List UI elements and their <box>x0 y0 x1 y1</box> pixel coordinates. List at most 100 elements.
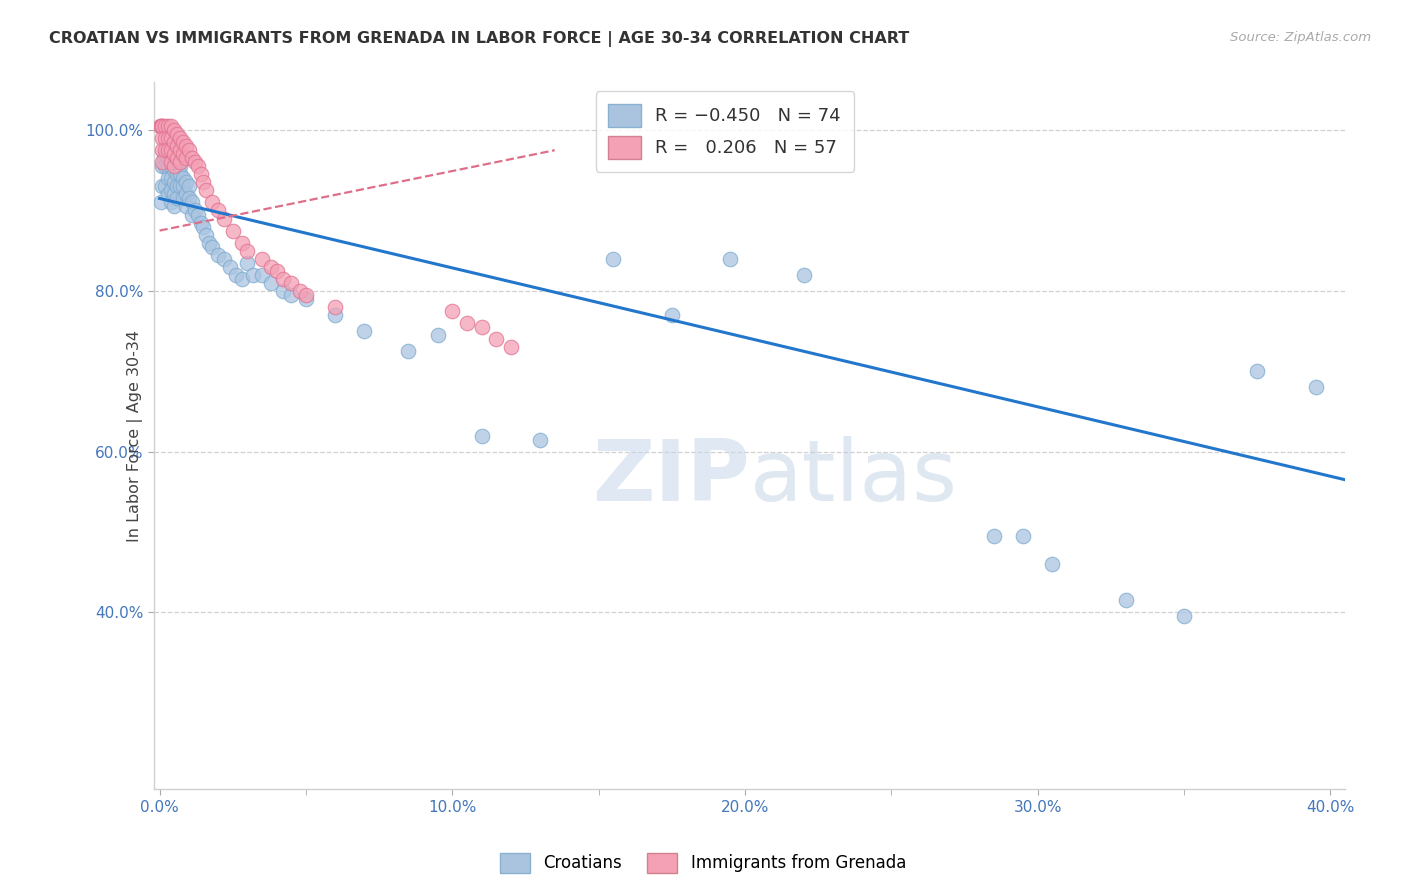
Point <box>190 167 212 181</box>
Point <box>166 139 188 153</box>
Point <box>1012 529 1035 543</box>
Point <box>1040 557 1063 571</box>
Point <box>353 324 375 338</box>
Point <box>160 171 183 186</box>
Point <box>177 179 200 194</box>
Point <box>218 260 240 274</box>
Point <box>169 143 191 157</box>
Point <box>602 252 624 266</box>
Point <box>157 151 180 165</box>
Point <box>470 320 492 334</box>
Point <box>174 151 197 165</box>
Point <box>456 316 478 330</box>
Point <box>207 248 229 262</box>
Point <box>149 119 172 133</box>
Point <box>661 308 683 322</box>
Point <box>166 151 188 165</box>
Point <box>169 131 191 145</box>
Point <box>150 195 173 210</box>
Point <box>160 119 183 133</box>
Point <box>160 147 183 161</box>
Point <box>169 179 191 194</box>
Point <box>1115 593 1137 607</box>
Point <box>153 151 176 165</box>
Point <box>396 344 419 359</box>
Point <box>201 240 224 254</box>
Point <box>160 159 183 173</box>
Point <box>195 183 218 197</box>
Point <box>172 147 194 161</box>
Point <box>177 143 200 157</box>
Point <box>160 143 183 157</box>
Point <box>152 119 174 133</box>
Point <box>155 131 177 145</box>
Point <box>157 119 180 133</box>
Point <box>152 119 174 133</box>
Point <box>236 256 259 270</box>
Point <box>242 268 264 282</box>
Point <box>174 139 197 153</box>
Point <box>288 284 311 298</box>
Point <box>166 127 188 141</box>
Point <box>470 428 492 442</box>
Point <box>271 272 294 286</box>
Point <box>180 207 202 221</box>
Point <box>172 179 194 194</box>
Text: atlas: atlas <box>749 436 957 519</box>
Point <box>166 191 188 205</box>
Point <box>183 203 205 218</box>
Point <box>793 268 815 282</box>
Point <box>250 252 273 266</box>
Point <box>187 207 209 221</box>
Point <box>231 272 253 286</box>
Point <box>166 179 188 194</box>
Point <box>163 135 186 149</box>
Point <box>323 308 346 322</box>
Point <box>295 288 318 302</box>
Point <box>266 264 288 278</box>
Point <box>441 304 464 318</box>
Point <box>169 167 191 181</box>
Point <box>174 199 197 213</box>
Point <box>166 167 188 181</box>
Point <box>163 123 186 137</box>
Point <box>212 211 235 226</box>
Point <box>160 131 183 145</box>
Point <box>485 332 508 346</box>
Point <box>222 223 245 237</box>
Point <box>499 340 522 354</box>
Point <box>169 155 191 169</box>
Point <box>160 195 183 210</box>
Point <box>163 163 186 178</box>
Legend: Croatians, Immigrants from Grenada: Croatians, Immigrants from Grenada <box>494 847 912 880</box>
Point <box>195 227 218 242</box>
Point <box>174 187 197 202</box>
Text: ZIP: ZIP <box>592 436 749 519</box>
Point <box>426 328 449 343</box>
Point <box>152 179 174 194</box>
Point <box>1173 609 1195 624</box>
Point <box>155 143 177 157</box>
Point <box>183 155 205 169</box>
Point <box>271 284 294 298</box>
Point <box>231 235 253 250</box>
Point <box>212 252 235 266</box>
Point <box>236 244 259 258</box>
Point <box>190 215 212 229</box>
Point <box>155 159 177 173</box>
Point <box>155 119 177 133</box>
Point <box>157 171 180 186</box>
Point <box>163 175 186 189</box>
Point <box>172 191 194 205</box>
Point <box>983 529 1005 543</box>
Point <box>177 191 200 205</box>
Point <box>174 175 197 189</box>
Point <box>163 147 186 161</box>
Point <box>163 151 186 165</box>
Point <box>225 268 247 282</box>
Point <box>187 159 209 173</box>
Point <box>260 260 283 274</box>
Point <box>160 183 183 197</box>
Point <box>163 199 186 213</box>
Point <box>207 203 229 218</box>
